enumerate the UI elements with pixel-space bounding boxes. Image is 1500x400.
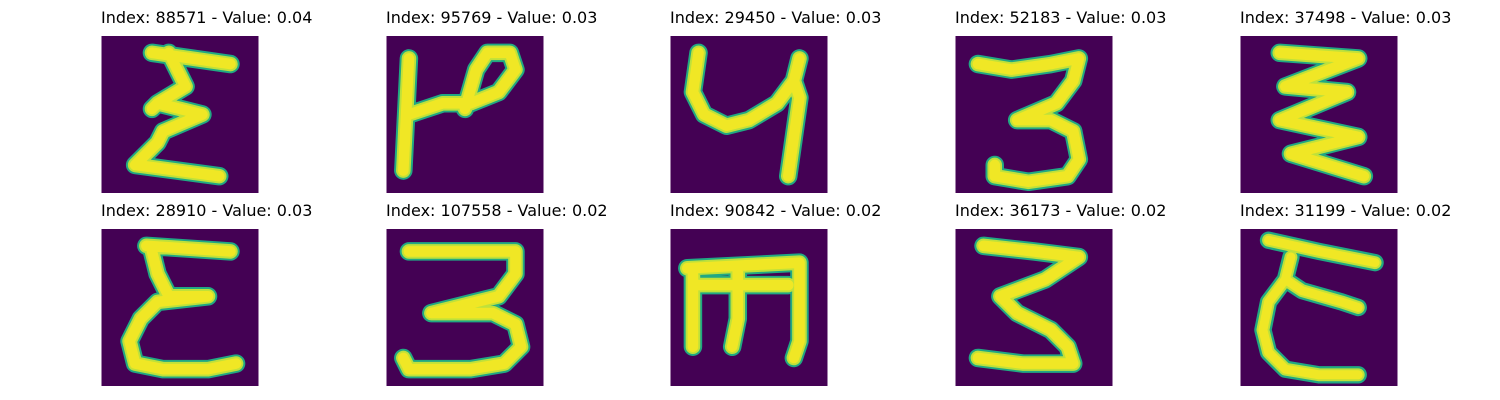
handwritten-glyph-image	[101, 36, 259, 193]
panel-title: Index: 29450 - Value: 0.03	[670, 8, 882, 27]
panel-title: Index: 36173 - Value: 0.02	[955, 201, 1167, 220]
panel-title: Index: 31199 - Value: 0.02	[1240, 201, 1452, 220]
panel-title: Index: 37498 - Value: 0.03	[1240, 8, 1452, 27]
panel-4: Index: 52183 - Value: 0.03	[955, 8, 1195, 198]
panel-image	[670, 229, 828, 386]
glyph-strokes	[1254, 231, 1384, 384]
glyph-strokes	[125, 43, 240, 186]
panel-title: Index: 107558 - Value: 0.02	[386, 201, 608, 220]
glyph-strokes	[1270, 43, 1374, 186]
glyph-stroke-core	[681, 257, 805, 364]
glyph-strokes	[394, 242, 531, 379]
glyph-stroke-core	[972, 53, 1085, 188]
handwritten-glyph-image	[1240, 229, 1398, 386]
panel-image	[101, 229, 259, 386]
handwritten-glyph-image	[955, 229, 1113, 386]
handwritten-glyph-image	[955, 36, 1113, 193]
panel-5: Index: 37498 - Value: 0.03	[1240, 8, 1480, 198]
panel-title: Index: 28910 - Value: 0.03	[101, 201, 313, 220]
panel-7: Index: 107558 - Value: 0.02	[386, 201, 626, 391]
panel-image	[1240, 36, 1398, 193]
handwritten-glyph-image	[670, 36, 828, 193]
panel-title: Index: 90842 - Value: 0.02	[670, 201, 882, 220]
panel-10: Index: 31199 - Value: 0.02	[1240, 201, 1480, 391]
glyph-stroke-core	[1258, 235, 1380, 380]
glyph-strokes	[120, 236, 246, 379]
panel-1: Index: 88571 - Value: 0.04	[101, 8, 341, 198]
glyph-strokes	[678, 253, 809, 368]
panel-2: Index: 95769 - Value: 0.03	[386, 8, 626, 198]
handwritten-glyph-image	[670, 229, 828, 386]
glyph-strokes	[968, 236, 1089, 373]
glyph-stroke-core	[124, 240, 242, 375]
glyph-strokes	[394, 43, 525, 180]
panel-image	[386, 229, 544, 386]
glyph-stroke-core	[1274, 47, 1370, 182]
panel-image	[386, 36, 544, 193]
glyph-stroke-core	[397, 246, 527, 375]
panel-image	[1240, 229, 1398, 386]
panel-title: Index: 95769 - Value: 0.03	[386, 8, 598, 27]
panel-image	[101, 36, 259, 193]
panel-8: Index: 90842 - Value: 0.02	[670, 201, 910, 391]
panel-title: Index: 88571 - Value: 0.04	[101, 8, 313, 27]
panel-title: Index: 52183 - Value: 0.03	[955, 8, 1167, 27]
panel-6: Index: 28910 - Value: 0.03	[101, 201, 341, 391]
glyph-strokes	[683, 43, 809, 186]
glyph-stroke-core	[972, 240, 1085, 369]
glyph-stroke-core	[687, 47, 805, 182]
handwritten-glyph-image	[1240, 36, 1398, 193]
handwritten-glyph-image	[386, 229, 544, 386]
panel-image	[955, 36, 1113, 193]
handwritten-glyph-image	[101, 229, 259, 386]
panel-image	[670, 36, 828, 193]
panel-9: Index: 36173 - Value: 0.02	[955, 201, 1195, 391]
glyph-strokes	[968, 49, 1089, 192]
glyph-stroke-core	[129, 47, 236, 182]
handwritten-glyph-image	[386, 36, 544, 193]
panel-image	[955, 229, 1113, 386]
panel-3: Index: 29450 - Value: 0.03	[670, 8, 910, 198]
glyph-stroke-core	[397, 47, 521, 176]
